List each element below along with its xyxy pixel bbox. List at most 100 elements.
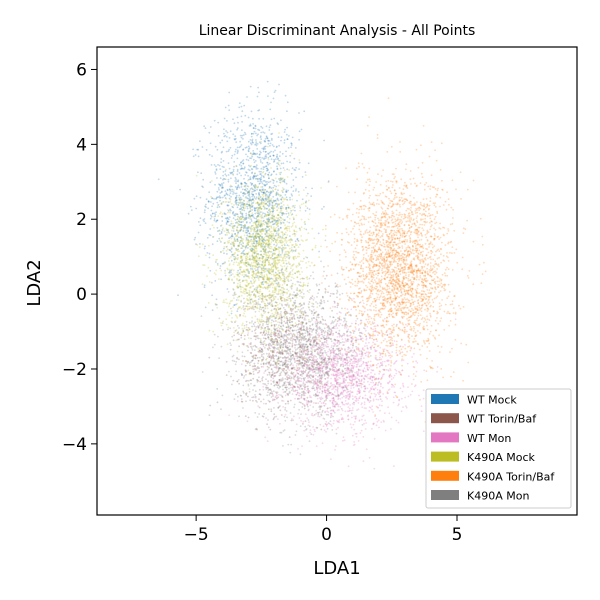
- scatter-point: [349, 404, 351, 406]
- scatter-point: [264, 239, 266, 242]
- scatter-point: [252, 373, 255, 375]
- scatter-point: [240, 136, 243, 139]
- scatter-point: [258, 199, 261, 202]
- scatter-point: [303, 110, 306, 113]
- scatter-point: [263, 146, 265, 149]
- scatter-point: [286, 138, 289, 141]
- scatter-point: [252, 193, 255, 196]
- scatter-point: [266, 440, 269, 442]
- scatter-point: [265, 155, 268, 158]
- scatter-point: [278, 178, 280, 180]
- scatter-point: [234, 180, 237, 182]
- scatter-point: [262, 131, 264, 134]
- scatter-point: [225, 192, 228, 195]
- scatter-point: [362, 361, 365, 364]
- scatter-point: [289, 198, 291, 201]
- scatter-point: [265, 257, 267, 260]
- scatter-point: [274, 328, 276, 331]
- scatter-point: [382, 386, 384, 389]
- scatter-point: [261, 360, 263, 363]
- scatter-point: [277, 225, 279, 228]
- scatter-point: [248, 214, 251, 217]
- scatter-point: [351, 409, 354, 412]
- scatter-point: [218, 183, 220, 186]
- scatter-point: [230, 312, 233, 315]
- scatter-point: [357, 361, 359, 364]
- scatter-point: [246, 334, 249, 336]
- scatter-point: [295, 248, 297, 251]
- scatter-point: [285, 210, 288, 213]
- scatter-point: [270, 101, 272, 104]
- scatter-point: [240, 174, 243, 177]
- scatter-point: [402, 384, 404, 387]
- scatter-point: [336, 342, 339, 345]
- scatter-point: [187, 212, 190, 215]
- scatter-point: [294, 250, 297, 253]
- scatter-point: [247, 229, 249, 232]
- scatter-point: [216, 177, 218, 179]
- scatter-point: [415, 360, 417, 363]
- scatter-point: [278, 241, 280, 244]
- scatter-point: [346, 359, 349, 362]
- scatter-point: [357, 358, 360, 360]
- scatter-point: [332, 409, 335, 412]
- scatter-point: [264, 245, 267, 248]
- scatter-point: [267, 139, 270, 142]
- scatter-point: [369, 360, 372, 363]
- scatter-point: [291, 233, 294, 236]
- scatter-point: [236, 170, 239, 173]
- scatter-point: [365, 342, 367, 344]
- scatter-point: [337, 420, 340, 423]
- scatter-point: [208, 329, 211, 332]
- scatter-point: [228, 224, 231, 227]
- scatter-point: [379, 395, 382, 398]
- scatter-point: [232, 212, 234, 215]
- scatter-point: [215, 298, 218, 301]
- scatter-point: [207, 266, 210, 269]
- scatter-point: [241, 209, 243, 212]
- scatter-point: [422, 389, 425, 392]
- scatter-point: [279, 409, 282, 412]
- scatter-point: [248, 210, 251, 213]
- scatter-point: [236, 240, 239, 243]
- scatter-point: [247, 194, 250, 197]
- scatter-point: [246, 302, 249, 305]
- scatter-point: [241, 327, 244, 330]
- scatter-point: [260, 271, 263, 274]
- scatter-point: [318, 250, 320, 253]
- scatter-point: [298, 417, 301, 419]
- scatter-point: [259, 288, 262, 291]
- scatter-point: [205, 203, 207, 206]
- scatter-point: [303, 403, 305, 406]
- scatter-point: [245, 203, 248, 206]
- scatter-point: [251, 212, 254, 215]
- scatter-point: [244, 275, 247, 277]
- scatter-point: [257, 214, 260, 217]
- scatter-point: [221, 220, 224, 222]
- scatter-point: [244, 415, 247, 417]
- scatter-point: [227, 201, 230, 204]
- scatter-point: [259, 294, 262, 297]
- scatter-point: [301, 445, 303, 447]
- scatter-point: [241, 202, 244, 205]
- scatter-point: [244, 227, 247, 229]
- scatter-point: [292, 263, 295, 265]
- scatter-point: [225, 229, 228, 232]
- scatter-point: [365, 422, 367, 424]
- scatter-point: [285, 242, 288, 244]
- scatter-point: [232, 191, 235, 194]
- scatter-point: [294, 349, 297, 351]
- scatter-point: [281, 187, 284, 189]
- scatter-point: [267, 158, 270, 161]
- scatter-point: [308, 421, 310, 424]
- scatter-point: [250, 187, 253, 190]
- scatter-point: [260, 186, 262, 189]
- scatter-point: [395, 351, 398, 354]
- scatter-point: [297, 239, 300, 242]
- scatter-point: [277, 199, 280, 202]
- scatter-point: [252, 150, 255, 152]
- scatter-point: [254, 125, 257, 128]
- scatter-point: [236, 188, 239, 190]
- scatter-point: [253, 208, 256, 210]
- scatter-point: [312, 433, 315, 436]
